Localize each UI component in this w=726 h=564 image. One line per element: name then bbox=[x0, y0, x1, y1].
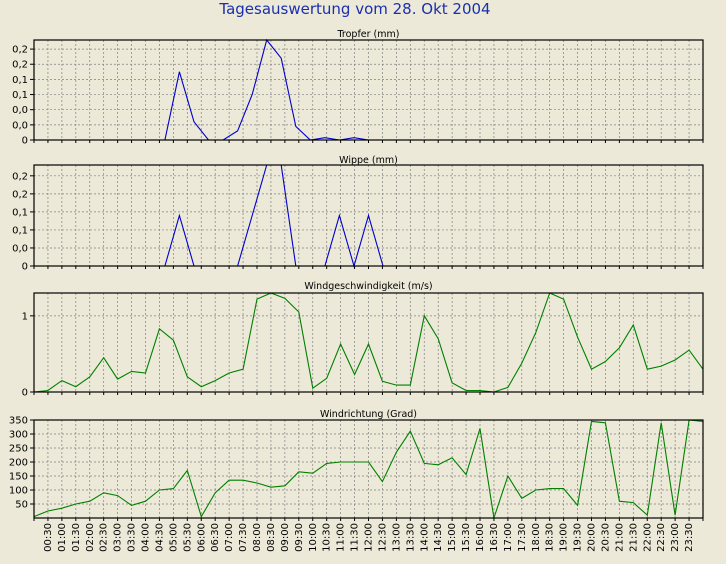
x-tick-label: 04:00 bbox=[141, 523, 152, 552]
y-tick-label: 0,1 bbox=[12, 90, 28, 101]
y-tick-label: 350 bbox=[9, 416, 28, 427]
plot-frame bbox=[33, 164, 704, 267]
x-tick-label: 01:00 bbox=[57, 523, 68, 552]
x-tick-label: 04:30 bbox=[154, 523, 165, 552]
chart-title: Windrichtung (Grad) bbox=[320, 409, 417, 420]
x-tick-label: 21:00 bbox=[614, 523, 625, 552]
plot-frame bbox=[33, 39, 704, 141]
y-tick-label: 0,2 bbox=[12, 60, 28, 71]
y-tick-label: 0,2 bbox=[12, 189, 28, 200]
x-tick-label: 08:30 bbox=[266, 523, 277, 552]
chart-panel-1: 0 0,0 0,0 0,1 0,1 0,2 0,2 Tropfer (mm) bbox=[12, 29, 704, 147]
x-tick-label: 17:30 bbox=[517, 523, 528, 552]
x-axis-labels: 00:30 01:00 01:30 02:00 02:30 03:00 03:30 04:00… bbox=[43, 523, 695, 552]
chart-title: Wippe (mm) bbox=[339, 155, 398, 166]
x-tick-label: 12:30 bbox=[377, 523, 388, 552]
x-tick-label: 00:30 bbox=[43, 523, 54, 552]
chart-title: Windgeschwindigkeit (m/s) bbox=[304, 281, 432, 292]
y-tick-label: 0,1 bbox=[12, 75, 28, 86]
plot-frame bbox=[33, 419, 704, 519]
x-tick-label: 05:00 bbox=[168, 523, 179, 552]
x-tick-label: 07:30 bbox=[238, 523, 249, 552]
y-tick-label: 100 bbox=[9, 486, 28, 497]
x-tick-label: 16:30 bbox=[489, 523, 500, 552]
chart-panel-3: 0 1 Windgeschwindigkeit (m/s) bbox=[22, 281, 704, 399]
x-tick-label: 11:30 bbox=[350, 523, 361, 552]
y-tick-label: 200 bbox=[9, 458, 28, 469]
x-tick-label: 20:00 bbox=[587, 523, 598, 552]
y-tick-label: 0 bbox=[22, 262, 28, 273]
page-title: Tagesauswertung vom 28. Okt 2004 bbox=[219, 0, 491, 18]
x-tick-label: 15:00 bbox=[447, 523, 458, 552]
x-tick-label: 20:30 bbox=[600, 523, 611, 552]
x-tick-label: 08:00 bbox=[252, 523, 263, 552]
y-tick-label: 0 bbox=[22, 136, 28, 147]
x-tick-label: 06:30 bbox=[210, 523, 221, 552]
x-tick-label: 14:00 bbox=[419, 523, 430, 552]
x-tick-label: 19:30 bbox=[573, 523, 584, 552]
y-tick-label: 300 bbox=[9, 430, 28, 441]
y-tick-label: 0,1 bbox=[12, 225, 28, 236]
series-line bbox=[33, 292, 704, 393]
x-tick-label: 01:30 bbox=[71, 523, 82, 552]
x-tick-label: 17:00 bbox=[503, 523, 514, 552]
y-tick-label: 0,2 bbox=[12, 45, 28, 56]
y-tick-label: 50 bbox=[15, 500, 28, 511]
x-tick-label: 03:00 bbox=[113, 523, 124, 552]
x-tick-label: 09:30 bbox=[294, 523, 305, 552]
x-tick-label: 18:00 bbox=[531, 523, 542, 552]
x-tick-label: 10:30 bbox=[322, 523, 333, 552]
x-tick-label: 23:00 bbox=[670, 523, 681, 552]
x-tick-label: 10:00 bbox=[308, 523, 319, 552]
y-tick-label: 150 bbox=[9, 472, 28, 483]
y-tick-label: 0,1 bbox=[12, 207, 28, 218]
x-tick-label: 22:00 bbox=[642, 523, 653, 552]
chart-panel-4: 50 100 150 200 250 300 350 Windrichtung (Grad) bbox=[9, 409, 704, 521]
y-tick-label: 0 bbox=[22, 388, 28, 399]
x-tick-label: 14:30 bbox=[433, 523, 444, 552]
x-tick-label: 06:00 bbox=[196, 523, 207, 552]
y-tick-label: 1 bbox=[22, 311, 28, 322]
x-tick-label: 07:00 bbox=[224, 523, 235, 552]
x-tick-label: 19:00 bbox=[559, 523, 570, 552]
x-tick-label: 16:00 bbox=[475, 523, 486, 552]
x-tick-label: 11:00 bbox=[336, 523, 347, 552]
x-tick-label: 15:30 bbox=[461, 523, 472, 552]
x-tick-label: 18:30 bbox=[545, 523, 556, 552]
x-tick-label: 12:00 bbox=[364, 523, 375, 552]
plot-frame bbox=[33, 292, 704, 393]
y-tick-label: 250 bbox=[9, 444, 28, 455]
y-tick-label: 0,0 bbox=[12, 120, 28, 131]
y-tick-label: 0,0 bbox=[12, 243, 28, 254]
x-tick-label: 21:30 bbox=[628, 523, 639, 552]
x-tick-label: 23:30 bbox=[684, 523, 695, 552]
x-tick-label: 03:30 bbox=[127, 523, 138, 552]
x-tick-label: 09:00 bbox=[280, 523, 291, 552]
y-tick-label: 0,0 bbox=[12, 105, 28, 116]
x-tick-label: 13:30 bbox=[405, 523, 416, 552]
chart-title: Tropfer (mm) bbox=[337, 29, 400, 40]
x-tick-label: 22:30 bbox=[656, 523, 667, 552]
x-tick-label: 02:30 bbox=[99, 523, 110, 552]
x-tick-label: 05:30 bbox=[182, 523, 193, 552]
chart-panel-2: 0 0,0 0,1 0,1 0,2 0,2 Wippe (mm) bbox=[12, 155, 704, 273]
x-tick-label: 02:00 bbox=[85, 523, 96, 552]
y-tick-label: 0,2 bbox=[12, 171, 28, 182]
x-tick-label: 13:00 bbox=[391, 523, 402, 552]
series-line bbox=[33, 419, 704, 519]
